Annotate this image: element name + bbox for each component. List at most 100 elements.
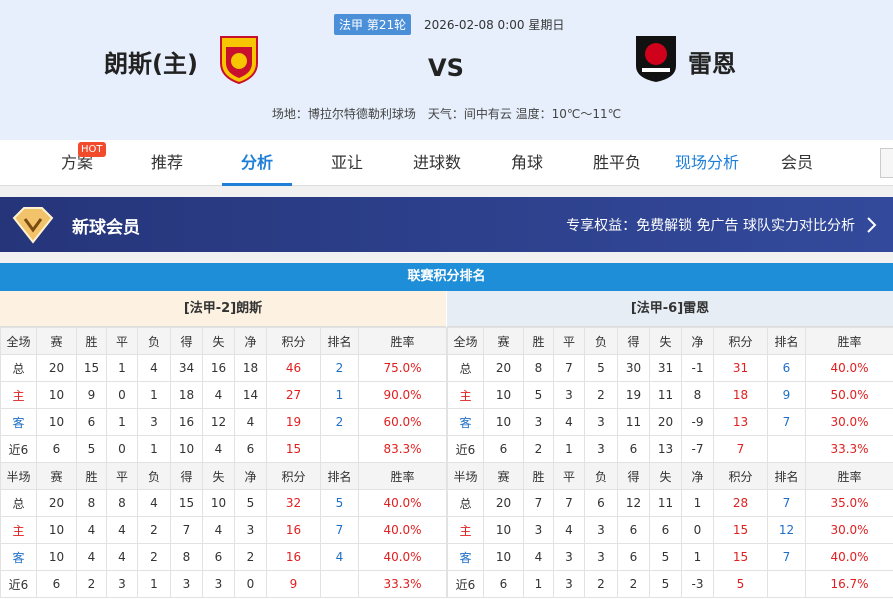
stat-cell: 7 [320,516,359,544]
stat-cell: 3 [234,516,267,544]
column-header: 失 [202,462,235,490]
stat-cell: 6 [584,489,618,517]
stat-cell: 2 [584,570,618,598]
data-row: 主 10 5 3 2 19 11 8 18 9 50.0% [447,381,893,409]
member-banner[interactable]: 新球会员 专享权益：免费解锁 免广告 球队实力对比分析 [0,197,893,252]
stat-cell: 4 [320,543,359,571]
column-header: 得 [617,327,650,355]
stat-cell: 19 [266,408,321,436]
standings-table: 全场赛胜平负得失净积分 排名 胜率总 20 8 7 5 30 31 -1 31 6 40.0% 主 10 5 3… [447,327,893,598]
stat-cell: 11 [649,381,682,409]
stat-cell: -7 [681,435,714,463]
banner-benefits: 专享权益：免费解锁 免广告 球队实力对比分析 [566,218,855,234]
team-standings: [法甲-2]朗斯 全场赛胜平负得失净积分 排名 胜率总 20 15 1 4 34 16 18 46 2 7… [0,291,447,598]
stat-cell: 3 [106,570,138,598]
home-logo[interactable] [218,33,260,85]
column-header: 平 [106,462,138,490]
stat-cell: 4 [202,435,235,463]
column-header: 半场 [0,462,37,490]
stat-cell: 16 [170,408,203,436]
stat-cell: 6 [76,408,107,436]
nav-tab[interactable]: 会员 [780,153,813,172]
stat-cell: 9 [767,381,806,409]
header-row: 全场赛胜平负得失净积分 排名 胜率 [447,327,893,355]
stat-cell: 6 [36,435,77,463]
column-header: 胜率 [805,462,893,490]
stat-cell: 75.0% [358,354,447,382]
stat-cell: 6 [767,354,806,382]
stat-cell: 7 [713,435,768,463]
stat-cell: 3 [553,381,585,409]
stat-cell: 4 [202,381,235,409]
column-header: 积分 [713,327,768,355]
stat-cell: 0 [681,516,714,544]
data-row: 总 20 7 7 6 12 11 1 28 7 35.0% [447,489,893,517]
stat-cell: 33.3% [805,435,893,463]
nav-tab[interactable]: 亚让 [330,153,363,172]
stat-cell: 40.0% [358,543,447,571]
stat-cell: 4 [234,408,267,436]
stat-cell: 4 [106,543,138,571]
stat-cell: 5 [584,354,618,382]
nav-tab[interactable]: 进球数 [412,153,461,172]
row-label: 总 [0,489,37,517]
column-header: 得 [170,327,203,355]
stat-cell: 11 [649,489,682,517]
stat-cell: 35.0% [805,489,893,517]
stat-cell: 13 [713,408,768,436]
stat-cell: 1 [137,570,171,598]
team-standings: [法甲-6]雷恩 全场赛胜平负得失净积分 排名 胜率总 20 8 7 5 30 31 -1 31 6 40… [447,291,893,598]
stat-cell: 6 [649,516,682,544]
stat-cell: 34 [170,354,203,382]
stat-cell: 30.0% [805,408,893,436]
stat-cell: 0 [106,435,138,463]
more-button[interactable] [880,148,893,178]
column-header: 排名 [320,327,359,355]
away-team[interactable]: 雷恩 [688,50,736,78]
stat-cell: 15 [76,354,107,382]
vip-icon [12,207,54,244]
column-header: 失 [649,462,682,490]
nav-tab[interactable]: 角球 [510,153,543,172]
banner-title: 新球会员 [72,218,140,238]
stat-cell: 3 [523,516,554,544]
nav-tab[interactable]: 分析 [222,140,292,186]
away-logo[interactable] [634,34,678,84]
nav-tab[interactable]: 推荐 [150,153,183,172]
column-header: 净 [681,327,714,355]
divider [0,186,893,197]
column-header: 净 [234,327,267,355]
stat-cell: 3 [584,543,618,571]
weather: 天气：间中有云 温度：10℃～11℃ [427,107,622,121]
column-header: 全场 [447,327,484,355]
stat-cell: 16 [266,516,321,544]
stat-cell: 4 [106,516,138,544]
home-team[interactable]: 朗斯(主) [104,50,198,78]
stat-cell: 10 [202,489,235,517]
stat-cell: 30 [617,354,650,382]
column-header: 失 [649,327,682,355]
nav-tab[interactable]: 方案 [60,153,93,172]
divider [0,252,893,263]
data-row: 总 20 15 1 4 34 16 18 46 2 75.0% [0,354,447,382]
stat-cell: 6 [36,570,77,598]
stat-cell: 9 [266,570,321,598]
stat-cell [320,570,359,598]
row-label: 主 [0,381,37,409]
nav-tab[interactable]: 胜平负 [592,153,641,172]
stat-cell: -9 [681,408,714,436]
stat-cell: 1 [137,435,171,463]
stat-cell: 16.7% [805,570,893,598]
stat-cell: 11 [617,408,650,436]
stat-cell: 10 [36,543,77,571]
nav-tab[interactable]: 现场分析 [674,153,739,172]
header-row: 半场赛胜平负得失净积分 排名 胜率 [447,462,893,490]
stat-cell: 4 [553,516,585,544]
stat-cell: 31 [713,354,768,382]
stat-cell: 6 [483,570,524,598]
column-header: 全场 [0,327,37,355]
stat-cell: 10 [483,381,524,409]
match-info: 场地：博拉尔特德勒利球场 天气：间中有云 温度：10℃～11℃ [0,105,893,122]
stat-cell: 10 [483,408,524,436]
